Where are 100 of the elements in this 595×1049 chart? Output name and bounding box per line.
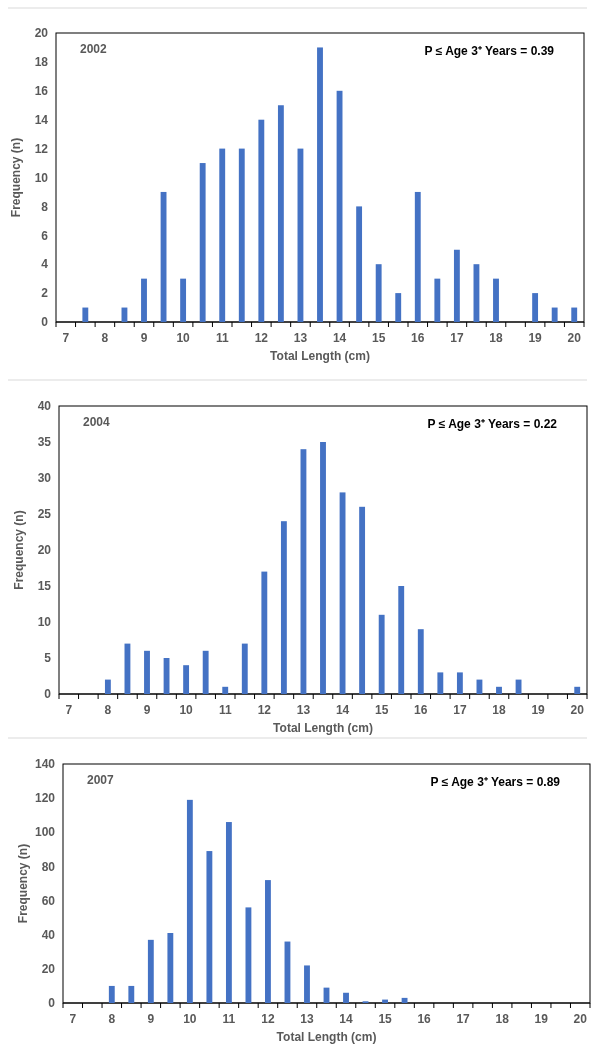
x-axis-title: Total Length (cm) [270,349,370,363]
x-tick-label: 17 [450,331,464,345]
bar [571,307,578,322]
bar [378,614,385,694]
bar [141,278,147,322]
y-tick-label: 8 [41,199,49,214]
bar [437,672,444,694]
bar [108,985,115,1003]
x-tick-label: 7 [65,703,73,717]
x-tick-label: 8 [108,1012,116,1026]
x-tick-label: 16 [414,703,428,717]
x-tick-label: 9 [147,1012,155,1026]
bar [574,686,581,694]
x-tick-label: 19 [531,703,546,717]
x-tick-label: 15 [371,331,386,345]
y-tick-label: 25 [37,507,52,522]
bar [356,206,363,322]
bar [238,148,245,322]
bar [551,307,558,322]
annotation: 2002 [80,42,108,56]
bar [82,307,89,322]
annotation: P ≤ Age 3⁺ Years = 0.39 [424,44,555,58]
x-tick-label: 14 [339,1012,354,1026]
x-tick-label: 17 [456,1012,471,1026]
y-tick-label: 14 [34,112,49,127]
y-tick-label: 5 [44,651,52,666]
bar [167,933,174,1003]
x-tick-label: 7 [69,1012,77,1026]
x-tick-label: 10 [183,1012,197,1026]
x-tick-label: 16 [411,331,425,345]
bar [417,629,424,694]
y-tick-label: 0 [41,315,49,330]
x-tick-label: 12 [254,331,269,345]
bar [258,119,265,322]
bar [265,880,271,1003]
y-tick-label: 0 [44,687,52,702]
x-tick-label: 9 [143,703,151,717]
x-tick-label: 20 [570,703,585,717]
x-tick-label: 19 [534,1012,549,1026]
bar [453,249,460,322]
y-tick-label: 16 [34,84,49,98]
bar [128,985,135,1003]
x-axis-title: Total Length (cm) [273,721,373,735]
bar [493,278,499,322]
bar [277,105,284,322]
bar [147,939,154,1003]
bar [304,965,310,1003]
x-axis-title: Total Length (cm) [276,1030,377,1044]
y-tick-label: 10 [34,170,49,185]
bar [395,293,402,322]
bar [496,686,502,694]
bar [225,822,232,1003]
x-tick-label: 8 [104,703,112,717]
bar [320,442,326,694]
x-tick-label: 8 [101,331,109,345]
y-tick-label: 30 [37,471,52,486]
bar [280,521,287,694]
bar [401,997,408,1003]
bar [183,665,190,694]
bar [180,278,187,322]
y-axis-title: Frequency (n) [9,137,23,218]
bar [382,999,388,1003]
bar [241,643,248,694]
bar [434,278,441,322]
bar [206,851,213,1003]
bar [532,293,539,322]
bar [219,148,226,322]
y-tick-label: 0 [48,996,56,1011]
bar [343,992,349,1003]
x-tick-label: 11 [215,331,229,345]
annotation: 2004 [83,415,111,429]
x-tick-label: 13 [293,331,308,345]
y-tick-label: 100 [34,825,56,840]
y-tick-label: 20 [34,26,49,41]
y-tick-label: 20 [37,543,52,558]
x-tick-label: 12 [261,1012,275,1026]
bar [456,672,463,694]
bar [222,686,229,694]
x-tick-label: 18 [489,331,503,345]
y-axis-title: Frequency (n) [12,510,26,590]
x-tick-label: 18 [495,1012,510,1026]
y-tick-label: 80 [41,859,56,874]
bar [186,799,193,1003]
x-tick-label: 20 [567,331,582,345]
x-tick-label: 11 [218,703,232,717]
bar [375,264,382,322]
y-tick-label: 60 [41,893,56,908]
annotation: P ≤ Age 3⁺ Years = 0.22 [427,417,558,431]
x-tick-label: 10 [179,703,194,717]
y-tick-label: 40 [41,927,56,942]
annotation: 2007 [87,773,115,787]
x-tick-label: 15 [374,703,389,717]
bar [398,586,405,694]
y-tick-label: 6 [41,228,49,243]
x-tick-label: 10 [176,331,191,345]
y-tick-label: 40 [37,399,52,414]
x-tick-label: 13 [296,703,311,717]
bar [359,506,366,694]
bar [199,163,206,322]
x-tick-label: 18 [492,703,506,717]
